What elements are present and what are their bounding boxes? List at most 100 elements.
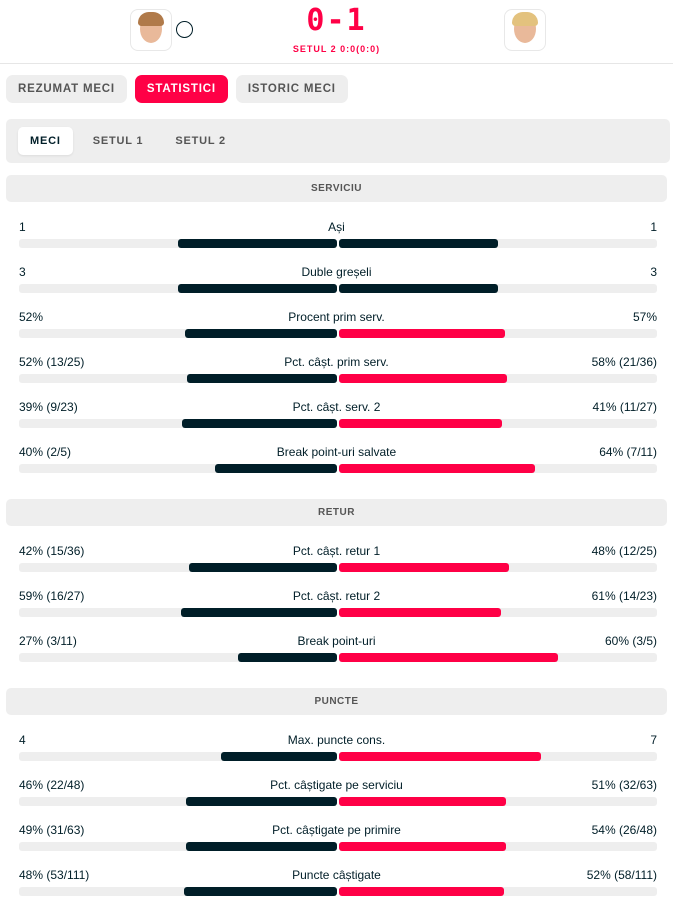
home-player-hair	[138, 12, 164, 26]
away-value: 1	[650, 220, 657, 234]
tab-statistici[interactable]: STATISTICI	[134, 75, 228, 103]
home-bar-fill	[186, 374, 337, 383]
period-tabs: MECI SETUL 1 SETUL 2	[6, 119, 670, 163]
home-value: 52%	[19, 310, 44, 324]
home-bar-fill	[185, 329, 337, 338]
home-value: 42% (15/36)	[19, 544, 85, 558]
away-bar-track	[339, 374, 657, 383]
stat-label: Break point-uri salvate	[276, 445, 397, 459]
away-value: 64% (7/11)	[599, 445, 657, 459]
home-value: 59% (16/27)	[19, 589, 85, 603]
stat-row: 59% (16/27) Pct. câșt. retur 2 61% (14/23)	[0, 571, 673, 617]
away-bar-fill	[339, 419, 502, 428]
home-bar-track	[19, 374, 337, 383]
away-player-hair	[512, 12, 538, 26]
away-bar-track	[339, 608, 657, 617]
away-bar-fill	[339, 284, 498, 293]
stat-row: 52% Procent prim serv. 57%	[0, 292, 673, 338]
tab-rezumat-meci[interactable]: REZUMAT MECI	[6, 75, 127, 103]
home-bar-track	[19, 329, 337, 338]
away-bar-fill	[339, 608, 501, 617]
away-bar-fill	[339, 464, 535, 473]
home-bar-track	[19, 239, 337, 248]
home-bar-fill	[188, 563, 337, 572]
home-bar-fill	[238, 653, 337, 662]
home-bar-fill	[221, 752, 337, 761]
away-bar-track	[339, 752, 657, 761]
away-bar-fill	[339, 239, 498, 248]
home-bar-fill	[185, 842, 337, 851]
away-bar-fill	[339, 887, 505, 896]
home-value: 40% (2/5)	[19, 445, 72, 459]
stat-label: Pct. câșt. serv. 2	[292, 400, 381, 414]
tab-istoric-meci[interactable]: ISTORIC MECI	[235, 75, 348, 103]
away-bar-fill	[339, 797, 507, 806]
stat-label: Puncte câștigate	[292, 868, 381, 882]
home-bar-fill	[180, 608, 337, 617]
stat-label: Pct. câștigate pe primire	[272, 823, 401, 837]
home-bar-fill	[184, 887, 337, 896]
stat-label: Pct. câșt. retur 1	[292, 544, 381, 558]
home-bar-track	[19, 419, 337, 428]
home-value: 46% (22/48)	[19, 778, 85, 792]
away-bar-track	[339, 419, 657, 428]
home-value: 1	[19, 220, 26, 234]
stat-row: 46% (22/48) Pct. câștigate pe serviciu 51%…	[0, 760, 673, 806]
stats-section: RETUR 42% (15/36) Pct. câșt. retur 1 48% (1…	[0, 499, 673, 662]
tab-setul-1[interactable]: SETUL 1	[92, 135, 144, 147]
stat-label: Pct. câșt. retur 2	[292, 589, 381, 603]
home-bar-fill	[178, 239, 337, 248]
away-bar-track	[339, 653, 657, 662]
section-header: RETUR	[6, 499, 667, 526]
away-value: 61% (14/23)	[591, 589, 657, 603]
away-bar-track	[339, 239, 657, 248]
home-bar-fill	[214, 464, 337, 473]
away-player-avatar[interactable]	[504, 9, 546, 51]
away-value: 7	[650, 733, 657, 747]
away-bar-fill	[339, 752, 542, 761]
match-score: 0-1	[306, 3, 367, 38]
away-bar-fill	[339, 563, 509, 572]
away-bar-fill	[339, 329, 506, 338]
statistics-list: SERVICIU 1 Ași 1 3 Duble greșeli 3 52% Procent p…	[0, 175, 673, 922]
stat-row: 3 Duble greșeli 3	[0, 247, 673, 293]
away-bar-track	[339, 284, 657, 293]
tab-meci[interactable]: MECI	[18, 127, 73, 155]
home-player-avatar[interactable]	[130, 9, 172, 51]
stat-label: Break point-uri	[297, 634, 376, 648]
home-bar-track	[19, 284, 337, 293]
away-bar-track	[339, 464, 657, 473]
away-value: 48% (12/25)	[591, 544, 657, 558]
away-bar-track	[339, 329, 657, 338]
stat-label: Procent prim serv.	[288, 310, 385, 324]
tennis-ball-icon	[176, 21, 193, 38]
home-value: 3	[19, 265, 26, 279]
away-bar-fill	[339, 842, 506, 851]
home-bar-track	[19, 563, 337, 572]
home-bar-fill	[178, 284, 337, 293]
stat-row: 52% (13/25) Pct. câșt. prim serv. 58% (21/…	[0, 337, 673, 383]
home-value: 49% (31/63)	[19, 823, 85, 837]
stat-label: Max. puncte cons.	[287, 733, 386, 747]
away-bar-fill	[339, 374, 507, 383]
home-bar-fill	[186, 797, 337, 806]
match-header: 0-1 SETUL 2 0:0(0:0)	[0, 0, 673, 64]
home-bar-track	[19, 464, 337, 473]
stat-label: Duble greșeli	[301, 265, 372, 279]
stat-row: 4 Max. puncte cons. 7	[0, 715, 673, 761]
home-value: 52% (13/25)	[19, 355, 85, 369]
away-value: 3	[650, 265, 657, 279]
tab-setul-2[interactable]: SETUL 2	[175, 135, 226, 147]
stat-row: 42% (15/36) Pct. câșt. retur 1 48% (12/25)	[0, 526, 673, 572]
home-value: 39% (9/23)	[19, 400, 78, 414]
stats-section: SERVICIU 1 Ași 1 3 Duble greșeli 3 52% Procent p…	[0, 175, 673, 473]
home-bar-track	[19, 842, 337, 851]
section-header: SERVICIU	[6, 175, 667, 202]
away-bar-track	[339, 563, 657, 572]
home-value: 27% (3/11)	[19, 634, 77, 648]
home-bar-track	[19, 797, 337, 806]
stat-row: 40% (2/5) Break point-uri salvate 64% (7/1…	[0, 427, 673, 473]
stat-label: Ași	[328, 220, 345, 234]
stat-row: 1 Ași 1	[0, 202, 673, 248]
home-bar-track	[19, 752, 337, 761]
